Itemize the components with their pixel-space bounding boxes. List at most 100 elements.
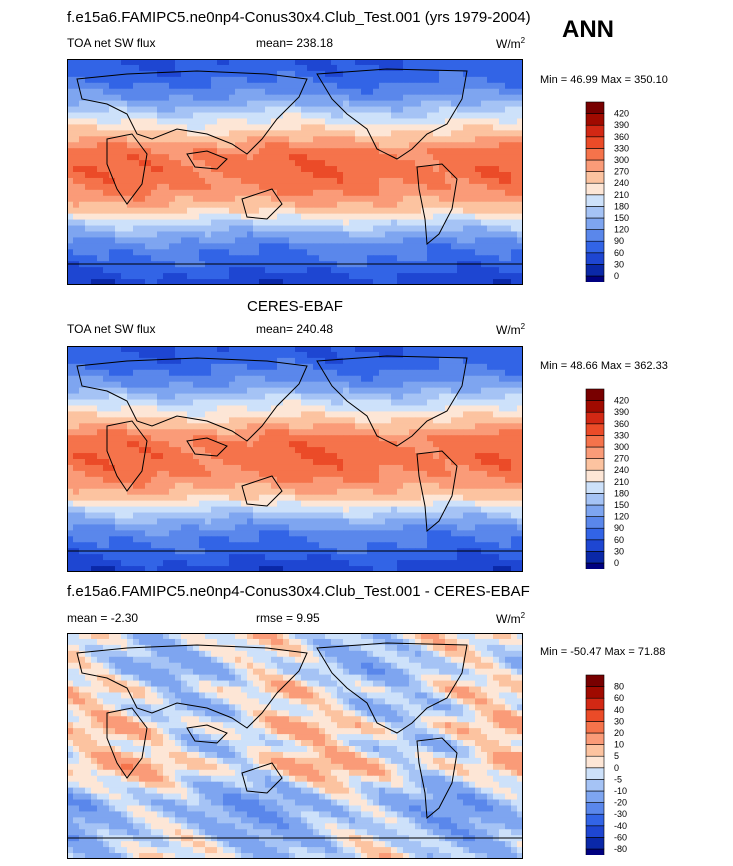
panel-3-colorbar-tick-label: 40 [614,705,624,715]
panel-1-colorbar-box-13 [585,124,605,138]
panel-3-colorbar-box-13 [585,697,605,711]
panel-3-colorbar-box-2 [585,825,605,838]
panel-1-colorbar-box-11 [585,148,605,161]
panel-3-colorbar-box-1 [585,837,605,850]
panel-3-map [67,633,523,859]
season-label: ANN [562,16,614,43]
panel-1-colorbar-box-4 [585,229,605,242]
panel-2-colorbar-tick-label: 180 [614,488,629,498]
panel-1-colorbar-box-1 [585,264,605,277]
panel-1-colorbar-box-12 [585,136,605,149]
panel-1-colorbar-tick-label: 360 [614,132,629,142]
panel-2-map [67,346,523,572]
panel-2-title: CERES-EBAF [247,298,343,315]
panel-3-colorbar-box-10 [585,732,605,745]
panel-3-colorbar-box-4 [585,802,605,815]
panel-1-colorbar-tick-label: 420 [614,109,629,119]
panel-2-colorbar-box-4 [585,516,605,529]
panel-1-colorbar-tick-label: 120 [614,225,629,235]
panel-2-colorbar-tick-label: 150 [614,500,629,510]
panel-2-colorbar-box-13 [585,411,605,425]
panel-1-colorbar-tick-label: 0 [614,271,619,281]
panel-2-colorbar-box-10 [585,446,605,459]
panel-2-minmax: Min = 48.66 Max = 362.33 [540,360,668,372]
panel-1-mean-label: mean= 238.18 [256,36,334,50]
panel-3-colorbar-box-7 [585,767,605,780]
panel-2-variable-label: TOA net SW flux [67,322,156,336]
panel-3-field [67,633,523,859]
panel-3-title: f.e15a6.FAMIPC5.ne0np4-Conus30x4.Club_Te… [67,583,530,600]
panel-1-colorbar-tick-label: 270 [614,167,629,177]
panel-2-colorbar-tick-label: 300 [614,442,629,452]
panel-3-colorbar-box-3 [585,813,605,827]
panel-1-minmax: Min = 46.99 Max = 350.10 [540,74,668,86]
panel-3-colorbar-tick-label: 10 [614,740,624,750]
panel-3-colorbar-box-9 [585,744,605,757]
panel-3-colorbar-tick-label: -20 [614,798,627,808]
panel-1-colorbar-box-2 [585,252,605,265]
panel-1-colorbar-tick-label: 240 [614,178,629,188]
panel-2-colorbar-tick-label: 360 [614,419,629,429]
panel-3-units-label: W/m2 [496,611,526,626]
panel-2-mean-label: mean= 240.48 [256,322,334,336]
panel-2-colorbar-box-7 [585,481,605,494]
panel-1-colorbar-box-8 [585,182,605,196]
panel-3-colorbar-box-12 [585,709,605,722]
panel-3-colorbar-tick-label: 30 [614,716,624,726]
panel-3-minmax: Min = -50.47 Max = 71.88 [540,646,666,658]
panel-1-colorbar-tick-label: 90 [614,236,624,246]
panel-3-colorbar-tick-label: -40 [614,821,627,831]
panel-2-colorbar-tick-label: 240 [614,465,629,475]
panel-1-colorbar-tick-label: 390 [614,120,629,130]
panel-3-colorbar-box-0 [585,848,605,855]
panel-2-colorbar-tick-label: 60 [614,535,624,545]
panel-2-colorbar-tick-label: 420 [614,396,629,406]
panel-1-field [67,59,523,285]
panel-2-units-label: W/m2 [496,322,526,337]
panel-1-colorbar-box-3 [585,240,605,254]
panel-3-mean-label: mean = -2.30 [67,611,139,625]
panel-2-colorbar-box-6 [585,493,605,506]
panel-2-colorbar-box-8 [585,469,605,483]
panel-1-coastlines [67,68,523,265]
panel-2-colorbar-box-14 [585,400,605,413]
panel-1-colorbar-tick-label: 30 [614,259,624,269]
panel-3-colorbar-tick-label: 60 [614,693,624,703]
panel-1-colorbar-tick-label: 330 [614,143,629,153]
panel-2-field [67,346,523,572]
panel-3-colorbar-box-8 [585,755,605,769]
panel-2-colorbar-tick-label: 120 [614,512,629,522]
panel-3-colorbar-tick-label: 5 [614,751,619,761]
panel-3-colorbar-tick-label: 80 [614,682,624,692]
panel-1-colorbar-tick-label: 180 [614,201,629,211]
panel-1-map [67,59,523,285]
panel-2-colorbar-box-3 [585,527,605,541]
panel-2-colorbar-box-1 [585,551,605,564]
panel-1-colorbar-tick-label: 150 [614,213,629,223]
panel-2-colorbar-box-9 [585,458,605,471]
panel-2-colorbar-tick-label: 210 [614,477,629,487]
panel-3-rmse-label: rmse = 9.95 [256,611,320,625]
panel-3-colorbar-tick-label: -30 [614,809,627,819]
panel-3-colorbar-tick-label: -10 [614,786,627,796]
panel-2-colorbar-box-15 [585,388,605,401]
panel-3-colorbar-box-11 [585,721,605,734]
panel-1-colorbar-box-10 [585,159,605,172]
panel-1-colorbar-box-15 [585,101,605,114]
panel-3-colorbar-box-14 [585,686,605,699]
panel-2-colorbar-tick-label: 390 [614,407,629,417]
panel-3-colorbar-box-15 [585,674,605,687]
panel-3-colorbar-box-6 [585,779,605,792]
panel-2-colorbar-tick-label: 270 [614,454,629,464]
panel-1-colorbar-box-5 [585,217,605,230]
panel-2-colorbar-box-12 [585,423,605,436]
panel-2-colorbar-tick-label: 30 [614,546,624,556]
panel-3-colorbar-box-5 [585,790,605,803]
panel-3-colorbar-tick-label: 0 [614,763,619,773]
panel-2-colorbar-box-2 [585,539,605,552]
panel-1-colorbar-box-14 [585,113,605,126]
panel-1-title: f.e15a6.FAMIPC5.ne0np4-Conus30x4.Club_Te… [67,9,531,26]
